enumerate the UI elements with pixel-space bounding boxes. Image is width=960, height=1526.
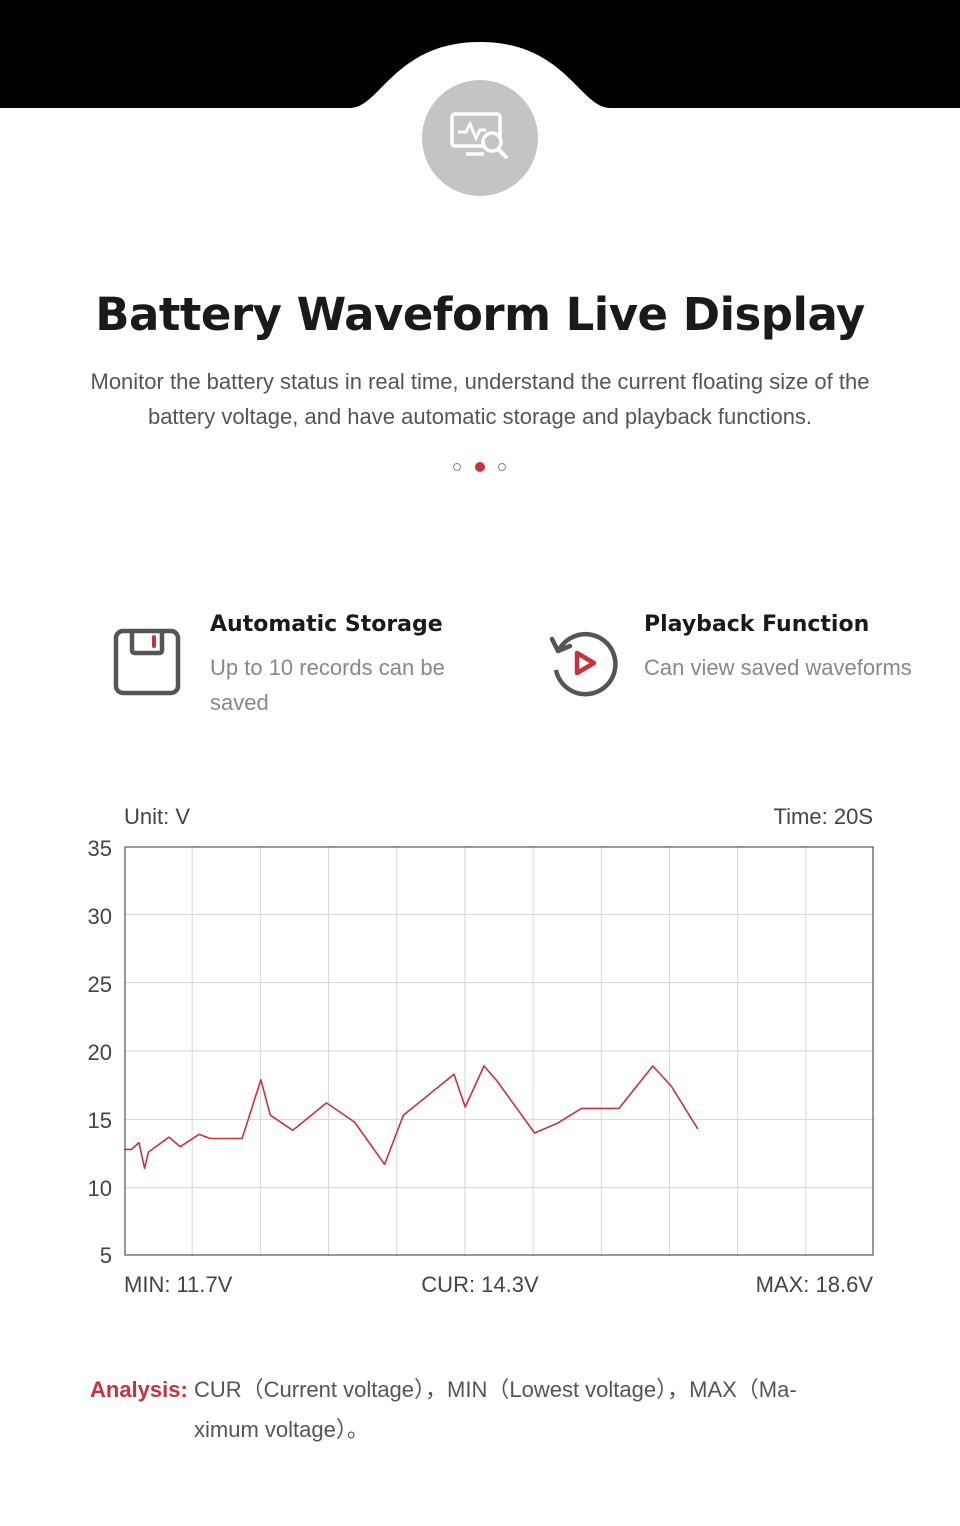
voltage-series-line: [124, 1065, 699, 1170]
feature-title: Playback Function: [644, 612, 870, 637]
analysis-text-line2: ximum voltage）。: [194, 1417, 369, 1442]
analysis-text-line1: CUR（Current voltage），MIN（Lowest voltage）…: [193, 1377, 797, 1402]
pagination-dot[interactable]: [498, 463, 506, 471]
pagination-dots: [452, 462, 512, 474]
monitor-waveform-search-icon: [422, 80, 538, 196]
feature-title: Automatic Storage: [210, 612, 443, 637]
y-tick-label: 30: [87, 904, 112, 929]
chart-cur-label: CUR: 14.3V: [421, 1272, 539, 1297]
pagination-dot[interactable]: [453, 463, 461, 471]
y-tick-label: 10: [87, 1176, 112, 1201]
header-band: [0, 0, 960, 108]
analysis-note: Analysis: CUR（Current voltage），MIN（Lowes…: [90, 1370, 880, 1450]
chart-max-label: MAX: 18.6V: [755, 1272, 873, 1297]
page-title: Battery Waveform Live Display: [95, 288, 865, 341]
feature-description: Up to 10 records can be saved: [210, 655, 445, 715]
analysis-label: Analysis:: [90, 1377, 188, 1402]
chart-min-label: MIN: 11.7V: [124, 1272, 233, 1297]
chart-time-label: Time: 20S: [773, 804, 873, 829]
voltage-line-chart: [124, 846, 874, 1256]
pagination-dot-active[interactable]: [475, 462, 485, 472]
y-tick-label: 25: [87, 972, 112, 997]
chart-unit-label: Unit: V: [124, 804, 191, 829]
y-tick-label: 20: [87, 1040, 112, 1065]
save-disk-icon: [113, 628, 181, 696]
chart-grid: [124, 846, 874, 1256]
feature-description: Can view saved waveforms: [644, 655, 912, 680]
y-tick-label: 35: [87, 836, 112, 861]
plot-frame: [124, 846, 874, 1256]
page-subtitle: Monitor the battery status in real time,…: [90, 369, 870, 429]
y-tick-label: 15: [87, 1108, 112, 1133]
y-tick-label: 5: [99, 1243, 112, 1268]
replay-icon: [549, 631, 618, 697]
